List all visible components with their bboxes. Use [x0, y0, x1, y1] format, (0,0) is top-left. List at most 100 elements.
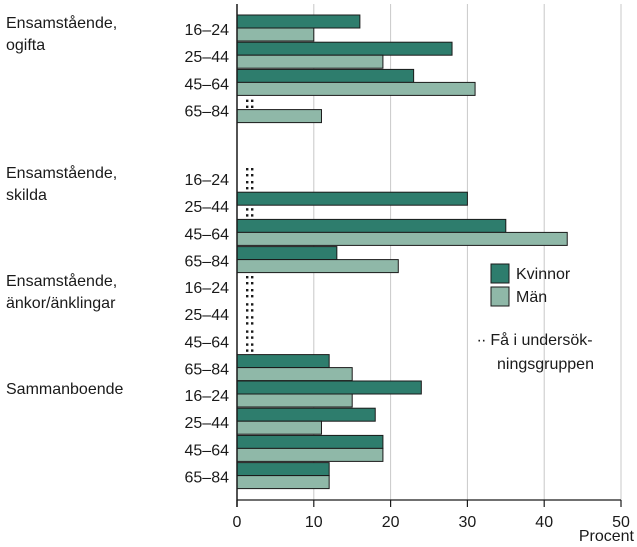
bar-kvinnor — [236, 246, 338, 261]
legend-note: ningsgruppen — [497, 356, 594, 373]
bar-kvinnor — [236, 354, 330, 369]
few-respondents-dot — [251, 214, 254, 217]
few-respondents-dot — [246, 208, 249, 211]
few-respondents-dot — [251, 316, 254, 319]
legend-swatch — [490, 263, 510, 284]
few-respondents-marker — [246, 303, 254, 312]
bars — [236, 14, 568, 490]
few-respondents-dot — [246, 174, 249, 177]
group-label: Sammanboende — [6, 381, 124, 398]
few-respondents-dot — [251, 208, 254, 211]
few-respondents-marker — [246, 168, 254, 177]
few-respondents-dot — [251, 181, 254, 184]
few-respondents-dot — [251, 289, 254, 292]
few-respondents-marker — [246, 99, 254, 108]
age-label: 16–24 — [185, 280, 230, 297]
few-respondents-dot — [246, 322, 249, 325]
x-tick-label: 10 — [305, 514, 323, 531]
age-label: 65–84 — [185, 362, 230, 379]
bar-man — [236, 54, 384, 69]
few-respondents-dot — [246, 349, 249, 352]
legend-label: Kvinnor — [516, 266, 571, 283]
few-respondents-dot — [251, 343, 254, 346]
age-label: 16–24 — [185, 388, 230, 405]
few-respondents-dot — [246, 276, 249, 279]
bar-kvinnor — [236, 462, 330, 477]
bar-kvinnor — [236, 41, 453, 56]
few-respondents-dot — [246, 181, 249, 184]
few-respondents-dot — [246, 303, 249, 306]
few-respondents-dot — [251, 282, 254, 285]
age-label: 45–64 — [185, 442, 230, 459]
group-label: Ensamstående, — [6, 164, 117, 182]
bar-man — [236, 27, 315, 42]
few-respondents-dot — [251, 336, 254, 339]
x-tick-label: 20 — [382, 514, 400, 531]
few-respondents-dot — [246, 316, 249, 319]
group-label: änkor/änklingar — [6, 295, 116, 312]
x-tick-label: 30 — [459, 514, 477, 531]
bar-kvinnor — [236, 380, 422, 395]
few-respondents-marker — [246, 330, 254, 339]
bar-man — [236, 367, 353, 382]
legend-swatch — [490, 286, 510, 307]
few-respondents-dot — [246, 330, 249, 333]
few-respondents-dot — [246, 295, 249, 298]
age-label: 45–64 — [185, 76, 230, 93]
age-label: 45–64 — [185, 226, 230, 243]
few-respondents-marker — [246, 276, 254, 285]
few-respondents-dot — [246, 214, 249, 217]
few-respondents-dot — [246, 309, 249, 312]
few-respondents-marker — [246, 208, 254, 217]
age-label: 65–84 — [185, 470, 230, 487]
few-respondents-dot — [251, 322, 254, 325]
age-label: 16–24 — [185, 172, 230, 189]
bar-kvinnor — [236, 407, 376, 422]
bar-man — [236, 393, 353, 408]
group-label: ogifta — [6, 37, 45, 54]
few-respondents-dot — [246, 168, 249, 171]
bar-kvinnor — [236, 14, 361, 29]
few-respondents-dot — [251, 349, 254, 352]
bar-kvinnor — [236, 68, 415, 83]
bar-kvinnor — [236, 191, 468, 206]
few-respondents-dot — [251, 105, 254, 108]
few-respondents-dot — [251, 99, 254, 102]
few-respondents-dot — [246, 187, 249, 190]
bar-kvinnor — [236, 218, 507, 233]
group-label: skilda — [6, 187, 47, 204]
few-respondents-marker — [246, 289, 254, 298]
few-respondents-marker — [246, 181, 254, 190]
age-label: 45–64 — [185, 334, 230, 351]
legend: Kvinnor Män ∙∙ Få i undersök-ningsgruppen — [477, 263, 594, 373]
few-respondents-marker — [246, 316, 254, 325]
few-respondents-dot — [246, 336, 249, 339]
age-label: 65–84 — [185, 104, 230, 121]
x-tick-label: 0 — [233, 514, 242, 531]
age-label: 25–44 — [185, 199, 230, 216]
few-respondents-dot — [251, 174, 254, 177]
bar-kvinnor — [236, 434, 384, 449]
x-axis: Procent 0 10 20 30 40 50 — [233, 4, 635, 545]
legend-note: ∙∙ Få i undersök- — [477, 331, 593, 349]
few-respondents-marker — [246, 343, 254, 352]
age-label: 65–84 — [185, 254, 230, 271]
few-respondents-dot — [246, 282, 249, 285]
few-respondents-dot — [246, 289, 249, 292]
x-tick-label: 50 — [612, 514, 630, 531]
few-respondents-dot — [246, 343, 249, 346]
legend-label: Män — [516, 289, 547, 306]
bar-man — [236, 109, 322, 124]
group-label: Ensamstående, — [6, 14, 117, 32]
category-labels: Ensamstående, ogifta 16–24 25–44 45–64 65–84 E… — [6, 14, 229, 487]
few-respondents-dot — [251, 168, 254, 171]
few-respondents-dot — [251, 330, 254, 333]
few-respondents-dot — [251, 309, 254, 312]
few-respondents-dot — [251, 187, 254, 190]
group-label: Ensamstående, — [6, 272, 117, 290]
bar-man — [236, 231, 568, 246]
few-respondents-dot — [246, 105, 249, 108]
age-label: 25–44 — [185, 415, 230, 432]
bar-man — [236, 420, 322, 435]
